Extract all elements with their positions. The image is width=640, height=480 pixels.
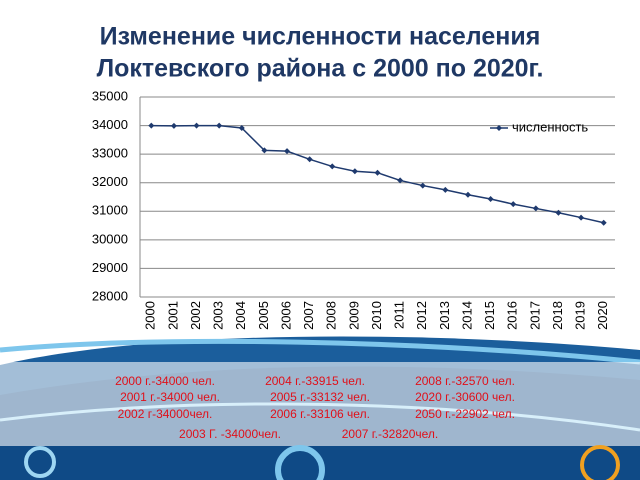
y-tick-label: 35000 [92, 88, 128, 103]
annotation: 2000 г.-34000 чел. [115, 374, 215, 388]
point [238, 125, 245, 131]
x-tick-label: 2012 [414, 301, 429, 330]
point [351, 168, 358, 175]
x-tick-label: 2016 [505, 301, 520, 330]
y-tick-label: 30000 [92, 231, 128, 246]
point [442, 186, 449, 193]
point [261, 147, 268, 154]
decoration [0, 336, 640, 480]
annotation: 2007 г.-32820чел. [342, 427, 439, 441]
point [510, 201, 517, 208]
x-tick-label: 2002 [188, 301, 203, 330]
x-tick-label: 2003 [211, 301, 226, 330]
point [374, 169, 381, 176]
point [532, 205, 539, 212]
chart-title: Изменение численности населения [100, 23, 541, 51]
x-tick-label: 2004 [233, 301, 248, 330]
point [329, 163, 336, 170]
point [284, 148, 291, 155]
y-tick-label: 31000 [92, 203, 128, 218]
x-tick-label: 2000 [143, 301, 158, 330]
annotation: 2050 г.-22902 чел. [415, 407, 515, 421]
point [419, 182, 426, 189]
x-tick-label: 2010 [369, 301, 384, 330]
annotation: 2002 г-34000чел. [118, 407, 213, 421]
legend-label: численность [512, 119, 588, 134]
x-tick-label: 2008 [324, 301, 339, 330]
chart-title: Локтевского района с 2000 по 2020г. [97, 55, 544, 83]
x-tick-label: 2005 [256, 301, 271, 330]
x-tick-label: 2020 [595, 301, 610, 330]
point [397, 177, 404, 184]
annotation: 2001 г.-34000 чел. [120, 390, 220, 404]
annotation: 2006 г.-33106 чел. [270, 407, 370, 421]
x-tick-label: 2017 [527, 301, 542, 330]
legend-marker [496, 125, 502, 131]
annotation: 2004 г.-33915 чел. [265, 374, 365, 388]
x-tick-label: 2014 [459, 301, 474, 330]
annotation: 2003 Г. -34000чел. [179, 427, 281, 441]
y-tick-label: 33000 [92, 146, 128, 161]
x-tick-label: 2018 [550, 301, 565, 330]
y-tick-label: 34000 [92, 117, 128, 132]
point [578, 214, 585, 221]
point [306, 156, 313, 163]
x-tick-label: 2015 [482, 301, 497, 330]
x-tick-label: 2001 [165, 301, 180, 330]
point [555, 209, 562, 216]
point [148, 122, 155, 129]
x-tick-label: 2009 [346, 301, 361, 330]
x-tick-label: 2013 [437, 301, 452, 330]
point [600, 219, 607, 226]
y-tick-label: 29000 [92, 260, 128, 275]
point [170, 122, 177, 129]
annotation: 2005 г.-33132 чел. [270, 390, 370, 404]
x-tick-label: 2019 [573, 301, 588, 330]
annotation: 2020 г.-30600 чел. [415, 390, 515, 404]
point [464, 191, 471, 198]
point [487, 196, 494, 202]
annotation: 2008 г.-32570 чел. [415, 374, 515, 388]
y-tick-label: 28000 [92, 288, 128, 303]
point [216, 122, 223, 129]
x-tick-label: 2011 [392, 301, 407, 329]
y-tick-label: 32000 [92, 174, 128, 189]
x-tick-label: 2007 [301, 301, 316, 330]
point [193, 122, 200, 129]
x-tick-label: 2006 [278, 301, 293, 330]
